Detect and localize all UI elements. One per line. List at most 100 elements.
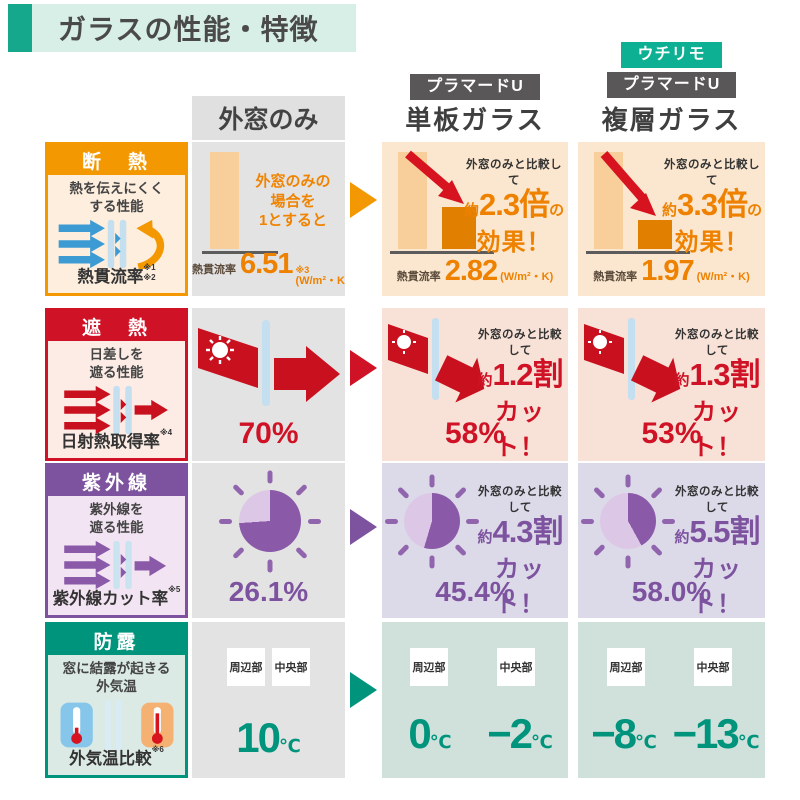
double-badge-row: プラマードU <box>578 72 765 98</box>
compare-text-block: 外窓のみと比較して 約3.3倍の 効果！ <box>662 156 762 257</box>
temp-unit: ℃ <box>278 736 301 756</box>
single-metric-line: 熱貫流率 2.82 (W/m²・K) <box>382 255 568 288</box>
baseline-bar <box>210 152 239 249</box>
center-temp: −13℃ <box>668 710 764 758</box>
u-value-unit: (W/m²・K) <box>500 271 554 283</box>
insulation-double-panel: 外窓のみと比較して 約3.3倍の 効果！ 熱貫流率 1.97 (W/m²・K) <box>578 142 765 296</box>
arrow-right-insulation <box>350 182 377 218</box>
approx-label: 約 <box>674 529 690 546</box>
u-value-baseline: 6.51 <box>240 247 293 280</box>
page-title: ガラスの性能・特徴 <box>58 14 319 45</box>
compare-text-block: 外窓のみと比較して 約1.2割 カット！ <box>474 326 566 461</box>
down-arrow-icon <box>600 151 656 216</box>
center-label-box: 中央部 <box>694 648 732 686</box>
compare-text-block: 外窓のみと比較して 約1.3割 カット！ <box>671 326 763 461</box>
sun-ray <box>267 559 273 572</box>
down-arrow-icon <box>405 150 464 204</box>
value-footnote: ※3 <box>295 264 310 275</box>
effect-label: カット！ <box>692 555 742 618</box>
sun-rays <box>385 474 479 568</box>
u-value-double: 1.97 <box>641 255 694 287</box>
axis-line <box>586 251 690 254</box>
insulation-baseline-panel: 外窓のみの 場合を 1とすると 熱貫流率 6.51 ※3 (W/m²・K) <box>192 142 345 296</box>
column-header-double-glass: 複層ガラス <box>601 105 742 135</box>
condensation-metric-text: 外気温比較 <box>69 750 152 768</box>
row-insulation: 断 熱 熱を伝えにくく する性能 熱貫流率※1 ※2 <box>0 142 800 296</box>
approx-label: 約 <box>477 372 493 389</box>
edge-temp: 0℃ <box>388 710 472 758</box>
condensation-baseline-panel: 周辺部 中央部 10℃ <box>192 622 345 778</box>
condensation-category-card: 防露 窓に結露が起きる 外気温 外気温比較※6 <box>45 622 188 778</box>
shade-metric-notes: ※4 <box>159 428 173 437</box>
insulation-description: 熱を伝えにくく する性能 <box>69 181 164 214</box>
uv-double-panel: 外窓のみと比較して 約5.5割 カット！ 58.0% <box>578 463 765 618</box>
shade-category-card: 遮 熱 日差しを 遮る性能 日射熱取得率※4 <box>45 308 188 461</box>
temp-unit: ℃ <box>429 732 452 752</box>
edge-temp: −8℃ <box>580 710 668 758</box>
uv-category-title: 紫外線 <box>48 466 185 496</box>
big-value: 1.3割 <box>689 357 760 392</box>
row-uv: 紫外線 紫外線を 遮る性能 紫外線カット率※5 <box>0 463 800 618</box>
sun-ray <box>454 485 468 499</box>
u-value-unit: (W/m²・K) <box>295 274 345 287</box>
shade-metric-label: 日射熱取得率※4 <box>48 428 185 452</box>
single-badge-row: プラマードU <box>382 74 568 100</box>
insulation-category-card: 断 熱 熱を伝えにくく する性能 熱貫流率※1 ※2 <box>45 142 188 296</box>
column-header-baseline: 外窓のみ <box>192 96 345 140</box>
shade-double-value: 53% <box>641 417 702 450</box>
uv-arrows-icon <box>48 540 185 590</box>
uv-sun-pie-icon <box>581 474 675 568</box>
plamard-u-badge: プラマードU <box>410 74 540 100</box>
center-temp: −2℃ <box>476 710 564 758</box>
shade-single-value: 58% <box>444 417 506 450</box>
uv-pie-double <box>600 493 656 549</box>
sun-ray <box>662 518 675 524</box>
sun-ray <box>308 518 321 524</box>
sun-ray <box>650 485 664 499</box>
uv-pie-single <box>404 493 460 549</box>
insulation-arrows-icon <box>48 219 185 269</box>
baseline-temp: 10℃ <box>192 714 345 762</box>
sun-ray <box>592 485 606 499</box>
compare-caption: 外窓のみと比較して <box>478 329 562 357</box>
big-value: 2.3倍 <box>479 187 550 222</box>
big-value: 3.3倍 <box>677 187 748 222</box>
edge-label-box: 周辺部 <box>607 648 645 686</box>
sun-ray <box>219 518 232 524</box>
sun-ray <box>385 518 398 524</box>
compare-caption: 外窓のみと比較して <box>675 486 759 514</box>
axis-line <box>390 251 494 254</box>
temp-number: −2 <box>487 710 533 757</box>
metric-label: 熱貫流率 <box>593 271 638 283</box>
temp-unit: ℃ <box>737 732 760 752</box>
effect-label: カット！ <box>495 555 545 618</box>
sun-ray <box>625 555 631 568</box>
condensation-metric-label: 外気温比較※6 <box>48 745 185 769</box>
insulation-metric-notes: ※1 ※2 <box>143 263 156 282</box>
uv-description: 紫外線を 遮る性能 <box>89 502 144 535</box>
compare-text-block: 外窓のみと比較して 約4.3割 カット！ <box>474 483 566 618</box>
row-shade: 遮 熱 日差しを 遮る性能 日射熱取得率※4 <box>0 308 800 461</box>
uv-double-value: 58.0% <box>631 576 712 607</box>
condensation-metric-notes: ※6 <box>151 745 164 754</box>
title-background: ガラスの性能・特徴 <box>32 4 357 52</box>
sun-ray <box>650 543 664 557</box>
big-value: 5.5割 <box>689 514 760 549</box>
column-header-single-glass: 単板ガラス <box>405 105 545 135</box>
uv-single-panel: 外窓のみと比較して 約4.3割 カット！ 45.4% <box>382 463 568 618</box>
compare-bar-dark <box>638 220 672 249</box>
shade-metric-text: 日射熱取得率 <box>60 433 160 451</box>
approx-label: 約 <box>674 372 690 389</box>
particle: の <box>747 202 763 219</box>
insulation-single-panel: 外窓のみと比較して 約2.3倍の 効果！ 熱貫流率 2.82 (W/m²・K) <box>382 142 568 296</box>
compare-text-block: 外窓のみと比較して 約2.3倍の 効果！ <box>464 156 564 257</box>
center-label-box: 中央部 <box>497 648 535 686</box>
plamard-u-badge-2: プラマードU <box>606 72 737 98</box>
sun-arrow-angled-icon <box>584 318 681 403</box>
insulation-metric-text: 熱貫流率 <box>77 268 144 286</box>
uv-sun-pie-icon <box>385 474 479 568</box>
temp-number: −8 <box>591 710 637 757</box>
uv-baseline-panel: 26.1% <box>192 463 345 618</box>
compare-caption: 外窓のみと比較して <box>466 159 562 187</box>
sun-ray <box>454 543 468 557</box>
